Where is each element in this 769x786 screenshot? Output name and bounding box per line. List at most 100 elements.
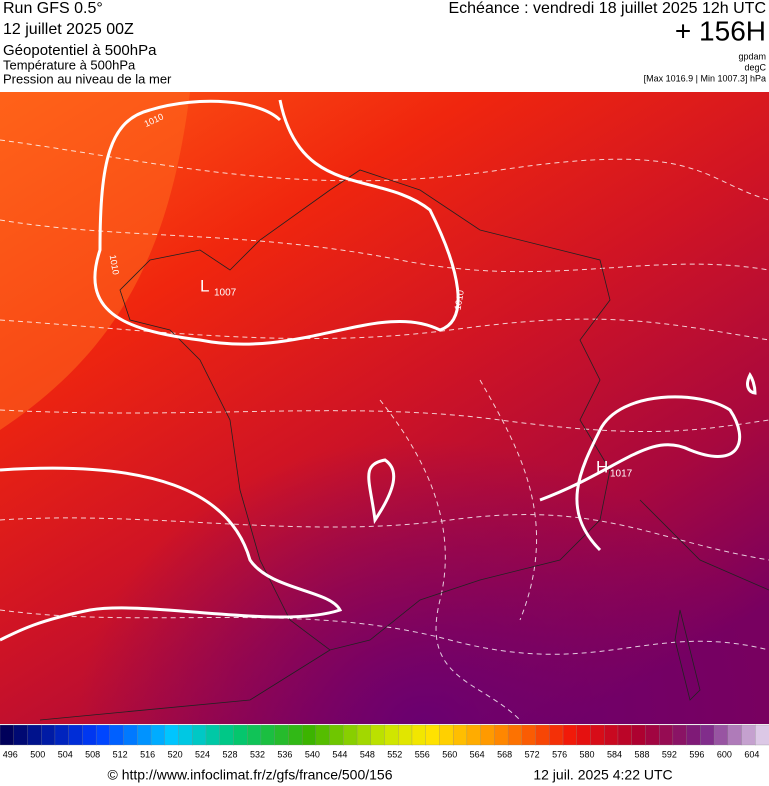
isobar-label: 1010 bbox=[108, 254, 121, 275]
color-swatch bbox=[27, 724, 42, 746]
colorbar-label: 592 bbox=[662, 749, 677, 759]
color-swatch bbox=[439, 724, 454, 746]
color-swatch bbox=[398, 724, 413, 746]
colorbar-label: 532 bbox=[250, 749, 265, 759]
footer-url: © http://www.infoclimat.fr/z/gfs/france/… bbox=[108, 767, 393, 783]
color-swatch bbox=[233, 724, 248, 746]
color-swatch bbox=[658, 724, 674, 746]
field-2: Température à 500hPa bbox=[3, 57, 136, 72]
color-swatch bbox=[356, 724, 372, 746]
colorbar-label: 568 bbox=[497, 749, 512, 759]
color-swatch bbox=[576, 724, 592, 746]
colorbar-label: 572 bbox=[525, 749, 540, 759]
colorbar-label: 584 bbox=[607, 749, 622, 759]
colorbar-label: 516 bbox=[140, 749, 155, 759]
isobar-label: 1010 bbox=[452, 289, 465, 310]
color-swatch bbox=[301, 724, 317, 746]
colorbar-label: 564 bbox=[470, 749, 485, 759]
color-swatch bbox=[288, 724, 303, 746]
color-swatch bbox=[521, 724, 537, 746]
color-swatch bbox=[425, 724, 441, 746]
colorbar: 496 500 504 508 512 516 520 524 528 532 536 540 544 5… bbox=[0, 724, 769, 759]
color-swatch bbox=[494, 724, 509, 746]
color-swatch bbox=[0, 724, 15, 746]
footer-time: 12 juil. 2025 4:22 UTC bbox=[533, 767, 672, 783]
color-swatch bbox=[411, 724, 427, 746]
colorbar-label: 548 bbox=[360, 749, 375, 759]
color-swatch bbox=[137, 724, 152, 746]
range: [Max 1016.9 | Min 1007.3] hPa bbox=[644, 73, 766, 83]
colorbar-label: 596 bbox=[689, 749, 704, 759]
colorbar-label: 504 bbox=[58, 749, 73, 759]
color-swatch bbox=[178, 724, 193, 746]
color-swatch bbox=[109, 724, 125, 746]
colorbar-label: 500 bbox=[30, 749, 45, 759]
high-symbol: H bbox=[596, 457, 608, 476]
colorbar-label: 524 bbox=[195, 749, 210, 759]
colorbar-label: 588 bbox=[634, 749, 649, 759]
color-swatch bbox=[617, 724, 633, 746]
borders bbox=[39, 169, 769, 721]
color-swatch bbox=[453, 724, 468, 746]
color-swatch bbox=[700, 724, 715, 746]
color-swatch bbox=[370, 724, 386, 746]
valid-time: Echéance : vendredi 18 juillet 2025 12h … bbox=[448, 0, 766, 17]
colorbar-label: 512 bbox=[113, 749, 128, 759]
colorbar-label: 496 bbox=[3, 749, 18, 759]
color-swatch bbox=[480, 724, 496, 746]
field-3: Pression au niveau de la mer bbox=[3, 71, 172, 86]
color-swatch bbox=[329, 724, 344, 746]
colorbar-label: 604 bbox=[744, 749, 759, 759]
color-swatch bbox=[150, 724, 166, 746]
color-swatch bbox=[219, 724, 235, 746]
colorbar-label: 580 bbox=[580, 749, 595, 759]
low-symbol: L bbox=[200, 276, 209, 295]
colorbar-label: 508 bbox=[85, 749, 100, 759]
color-swatch bbox=[645, 724, 660, 746]
isotherms bbox=[0, 139, 769, 721]
color-swatch bbox=[631, 724, 647, 746]
color-swatch bbox=[95, 724, 111, 746]
color-swatch bbox=[590, 724, 605, 746]
colorbar-label: 536 bbox=[277, 749, 292, 759]
color-swatch bbox=[755, 724, 769, 746]
color-swatch bbox=[123, 724, 138, 746]
color-swatch bbox=[507, 724, 523, 746]
color-swatch bbox=[68, 724, 84, 746]
colorbar-label: 520 bbox=[168, 749, 183, 759]
colorbar-label: 544 bbox=[332, 749, 347, 759]
color-swatch bbox=[713, 724, 729, 746]
color-swatch bbox=[315, 724, 331, 746]
color-swatch bbox=[192, 724, 207, 746]
field-1: Géopotentiel à 500hPa bbox=[3, 42, 157, 59]
color-swatch bbox=[741, 724, 756, 746]
color-swatch bbox=[205, 724, 221, 746]
color-swatch bbox=[686, 724, 701, 746]
color-swatch bbox=[343, 724, 358, 746]
color-swatch bbox=[672, 724, 688, 746]
color-swatch bbox=[247, 724, 262, 746]
color-swatch bbox=[54, 724, 70, 746]
high-value: 1017 bbox=[610, 469, 633, 480]
colorbar-label: 552 bbox=[387, 749, 402, 759]
isobars bbox=[0, 99, 757, 642]
colorbar-label: 528 bbox=[222, 749, 237, 759]
color-swatch bbox=[727, 724, 743, 746]
color-swatch bbox=[384, 724, 399, 746]
colorbar-label: 556 bbox=[415, 749, 430, 759]
color-swatch bbox=[562, 724, 578, 746]
colorbar-label: 576 bbox=[552, 749, 567, 759]
colorbar-label: 540 bbox=[305, 749, 320, 759]
unit: gpdam bbox=[738, 51, 766, 61]
map: L 1007 H 1017 1010 1010 1010 bbox=[0, 92, 769, 724]
run: 12 juillet 2025 00Z bbox=[3, 21, 134, 38]
color-swatch bbox=[260, 724, 276, 746]
color-swatch bbox=[466, 724, 482, 746]
colorbar-label: 600 bbox=[717, 749, 732, 759]
colorbar-label: 560 bbox=[442, 749, 457, 759]
color-swatch bbox=[535, 724, 550, 746]
low-value: 1007 bbox=[214, 288, 237, 299]
lead-time: + 156H bbox=[675, 15, 766, 46]
model: Run GFS 0.5° bbox=[3, 0, 103, 17]
